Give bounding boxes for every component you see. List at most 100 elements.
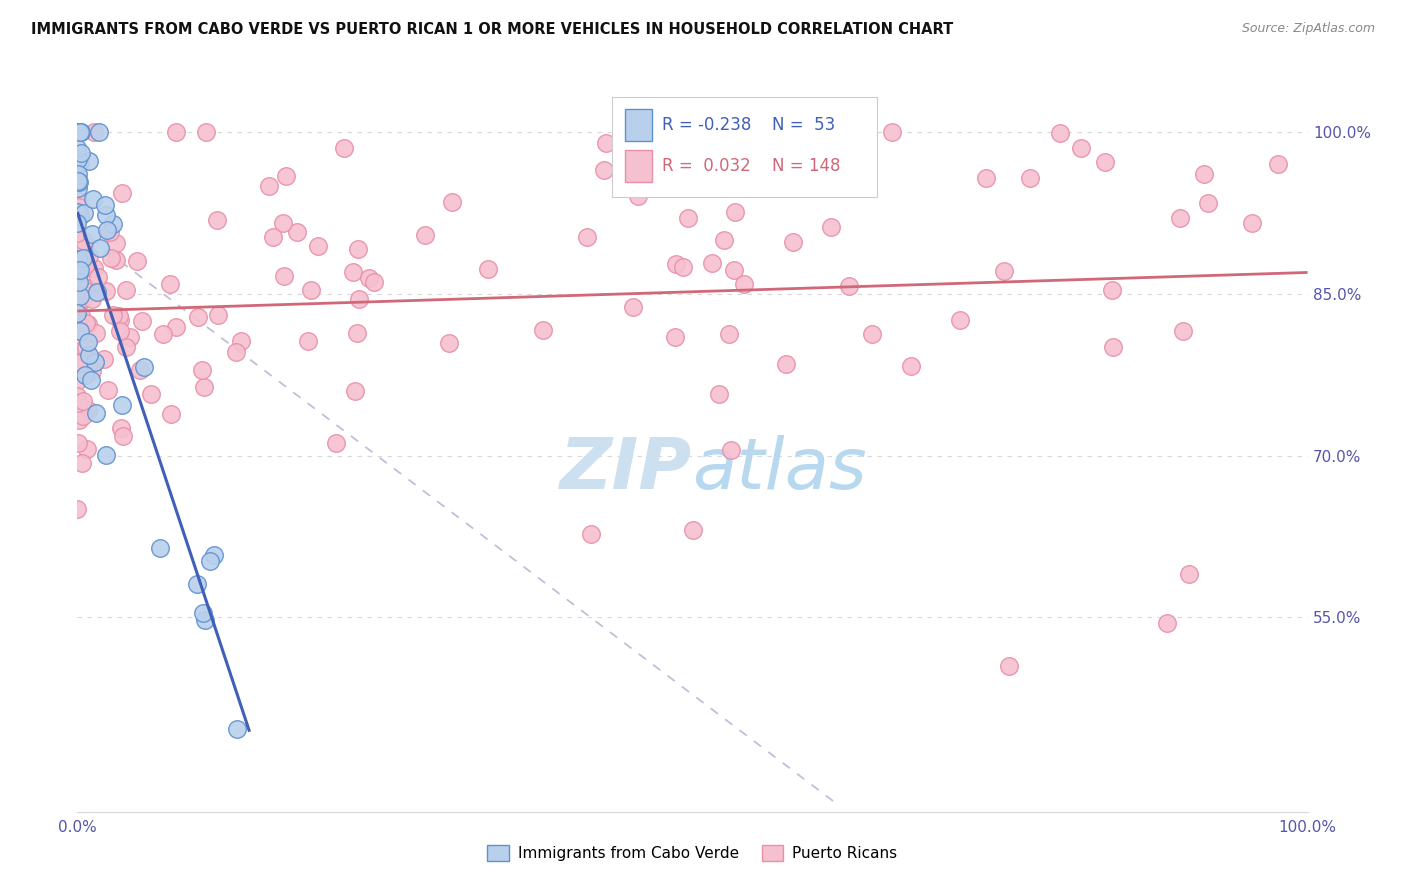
- Point: [297, 334, 319, 348]
- Point: [1178, 567, 1201, 582]
- Point: [82, 192, 104, 206]
- Point: [152, 327, 174, 342]
- Point: [70, 362, 93, 376]
- Point: [67, 194, 90, 208]
- Point: [110, 421, 132, 435]
- Point: [69, 308, 91, 322]
- Point: [66, 158, 89, 172]
- Point: [67, 175, 90, 189]
- Point: [104, 235, 127, 250]
- Point: [949, 312, 972, 326]
- FancyBboxPatch shape: [613, 96, 877, 197]
- Point: [477, 262, 499, 277]
- Point: [194, 125, 217, 139]
- Text: N = 148: N = 148: [772, 157, 841, 175]
- Point: [66, 173, 89, 187]
- Point: [724, 204, 747, 219]
- Point: [186, 576, 208, 591]
- Point: [67, 324, 90, 338]
- Point: [229, 334, 252, 348]
- Point: [593, 163, 616, 178]
- Point: [1101, 283, 1123, 297]
- Text: ZIP: ZIP: [560, 434, 693, 504]
- Point: [115, 283, 138, 297]
- Point: [101, 217, 124, 231]
- Text: R = -0.238: R = -0.238: [662, 116, 751, 134]
- Point: [900, 359, 922, 373]
- Point: [77, 402, 100, 417]
- Point: [86, 285, 108, 299]
- Point: [160, 408, 183, 422]
- Point: [159, 277, 181, 291]
- Point: [439, 335, 461, 350]
- Point: [1018, 171, 1040, 186]
- Point: [672, 260, 695, 275]
- Point: [77, 153, 100, 168]
- Point: [94, 284, 117, 298]
- Point: [67, 201, 90, 215]
- Point: [73, 260, 96, 275]
- Point: [621, 301, 644, 315]
- Point: [66, 374, 89, 388]
- Point: [66, 205, 89, 219]
- Point: [149, 541, 172, 556]
- Point: [75, 342, 97, 356]
- Point: [73, 241, 96, 255]
- Point: [440, 195, 463, 210]
- Point: [713, 233, 735, 247]
- Point: [141, 387, 163, 401]
- Point: [89, 241, 111, 255]
- Point: [67, 167, 90, 181]
- Point: [413, 228, 436, 243]
- Point: [80, 227, 103, 242]
- Point: [285, 225, 308, 239]
- Point: [775, 357, 797, 371]
- Point: [273, 269, 295, 284]
- Point: [72, 409, 94, 423]
- Point: [664, 330, 686, 344]
- Point: [73, 341, 96, 355]
- Point: [94, 197, 117, 211]
- Point: [101, 308, 124, 322]
- Point: [187, 310, 209, 324]
- Point: [76, 442, 98, 456]
- Point: [226, 722, 249, 736]
- Point: [72, 280, 94, 294]
- Point: [66, 501, 89, 516]
- Point: [69, 324, 91, 338]
- Point: [80, 373, 103, 387]
- Point: [718, 327, 741, 342]
- Point: [198, 553, 221, 567]
- Point: [1240, 215, 1263, 229]
- Point: [69, 154, 91, 169]
- Point: [70, 263, 93, 277]
- Point: [77, 317, 100, 331]
- Point: [1049, 126, 1071, 140]
- Point: [108, 324, 131, 338]
- Point: [1192, 167, 1215, 181]
- Point: [83, 355, 105, 369]
- Point: [84, 406, 107, 420]
- Point: [678, 211, 700, 226]
- Point: [66, 216, 89, 230]
- Bar: [624, 110, 652, 141]
- Point: [72, 251, 94, 265]
- Point: [69, 125, 91, 139]
- Point: [67, 264, 90, 278]
- Point: [820, 219, 842, 234]
- Point: [880, 125, 903, 139]
- Point: [682, 523, 704, 537]
- Point: [66, 317, 89, 331]
- Point: [66, 306, 89, 320]
- Point: [70, 277, 93, 292]
- Point: [70, 354, 93, 368]
- Point: [70, 125, 93, 139]
- Point: [271, 216, 294, 230]
- Point: [1168, 211, 1191, 225]
- Point: [307, 238, 329, 252]
- Point: [96, 208, 118, 222]
- Point: [80, 292, 103, 306]
- Point: [343, 384, 366, 398]
- Point: [720, 443, 742, 458]
- Point: [127, 254, 149, 268]
